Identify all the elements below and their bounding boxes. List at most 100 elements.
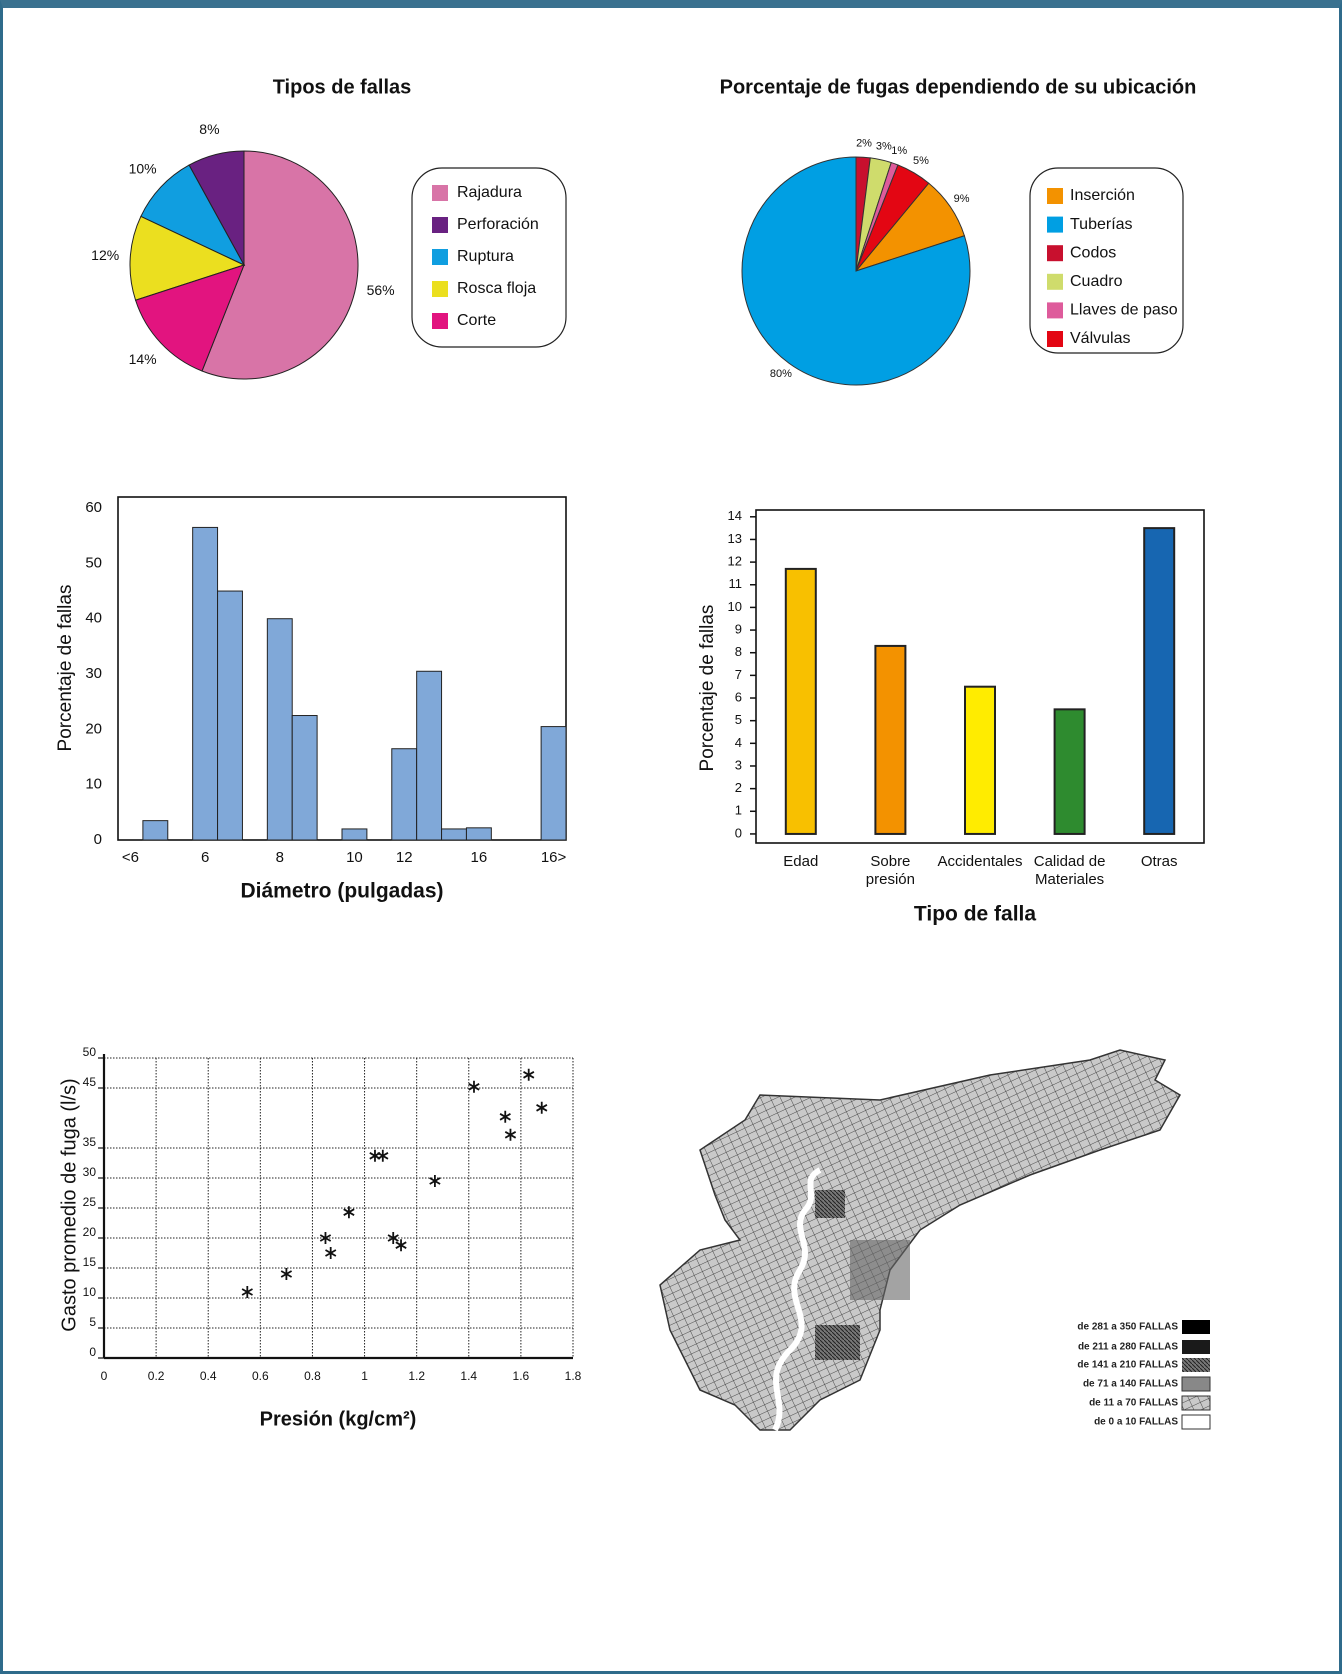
y-tick-label: 30 xyxy=(85,665,102,682)
x-tick-label: Accidentales xyxy=(937,853,1023,870)
map-legend-swatch xyxy=(1181,1414,1211,1430)
legend-swatch xyxy=(432,185,448,201)
y-tick-label: 50 xyxy=(85,554,102,571)
y-tick-label: 6 xyxy=(735,689,742,704)
slice-label: 3% xyxy=(876,140,892,152)
legend-label: Llaves de paso xyxy=(1070,302,1178,319)
x-tick-label: 10 xyxy=(346,849,363,866)
y-tick-label: 14 xyxy=(728,508,742,523)
y-tick-label: 10 xyxy=(83,1285,97,1299)
y-tick-label: 7 xyxy=(735,667,742,682)
y-tick-label: 3 xyxy=(735,757,742,772)
bar xyxy=(391,748,418,841)
map-dense-area xyxy=(815,1190,845,1218)
slice-label: 5% xyxy=(913,155,929,167)
map: de 281 a 350 FALLAS de 211 a 280 FALLAS … xyxy=(659,1049,1211,1432)
bar xyxy=(784,567,817,835)
bar xyxy=(1143,527,1176,835)
slice-label: 10% xyxy=(129,160,157,176)
map-legend: de 281 a 350 FALLAS de 211 a 280 FALLAS … xyxy=(1077,1320,1211,1430)
x-tick-label: <6 xyxy=(122,849,139,866)
y-tick-label: 25 xyxy=(83,1195,97,1209)
y-tick-label: 0 xyxy=(94,831,102,848)
legend-label: Cuadro xyxy=(1070,273,1123,290)
map-legend-label: de 141 a 210 FALLAS xyxy=(1077,1360,1178,1371)
point xyxy=(429,1175,441,1187)
x-tick-label: 1.4 xyxy=(460,1369,477,1383)
point xyxy=(499,1110,511,1123)
legend-label: Rajadura xyxy=(457,184,522,201)
legend-label: Inserción xyxy=(1070,187,1135,204)
y-tick-label: 20 xyxy=(85,720,102,737)
map-legend-swatch xyxy=(1182,1358,1210,1372)
bar xyxy=(341,828,368,841)
y-tick-label: 45 xyxy=(83,1075,97,1089)
y-tick-label: 1 xyxy=(735,803,742,818)
slice-label: 9% xyxy=(954,193,970,205)
map-legend-label: de 211 a 280 FALLAS xyxy=(1078,1342,1178,1353)
y-tick-label: 10 xyxy=(85,776,102,793)
map-legend-label: de 11 a 70 FALLAS xyxy=(1089,1398,1178,1409)
legend-label: Corte xyxy=(457,312,496,329)
legend-box xyxy=(1029,167,1184,354)
x-tick-label: 6 xyxy=(201,849,209,866)
map-legend-swatch xyxy=(1181,1376,1211,1392)
bar xyxy=(1053,708,1086,835)
legend-box xyxy=(411,167,567,348)
map-river xyxy=(772,1167,822,1432)
x-tick-label: 0 xyxy=(101,1369,108,1383)
legend-label: Ruptura xyxy=(457,248,514,265)
point xyxy=(504,1128,517,1141)
slice-label: 14% xyxy=(129,351,157,367)
bar xyxy=(142,820,169,841)
legend-swatch xyxy=(432,281,448,297)
bar xyxy=(874,644,907,835)
pie-slice xyxy=(140,164,246,267)
y-tick-label: 50 xyxy=(83,1045,97,1059)
bar xyxy=(964,685,996,835)
pie-slice xyxy=(201,150,359,380)
x-tick-label: 0.2 xyxy=(148,1369,165,1383)
map-dense-area xyxy=(850,1240,910,1300)
point xyxy=(395,1239,407,1252)
y-tick-label: 35 xyxy=(83,1135,97,1149)
x-tick-label: 1.8 xyxy=(565,1369,582,1383)
pie-slice xyxy=(129,215,246,301)
x-tick-label: 16 xyxy=(471,849,488,866)
map-legend-label: de 281 a 350 FALLAS xyxy=(1077,1322,1178,1333)
x-tick-label: 0.6 xyxy=(252,1369,269,1383)
point xyxy=(369,1149,381,1162)
map-legend-swatch xyxy=(1182,1340,1210,1354)
map-legend-label: de 0 a 10 FALLAS xyxy=(1094,1417,1178,1428)
legend-swatch xyxy=(1047,216,1063,233)
point xyxy=(387,1232,399,1244)
y-tick-label: 4 xyxy=(735,735,742,750)
point xyxy=(468,1080,480,1093)
y-tick-label: 2 xyxy=(735,780,742,795)
map-dense-area xyxy=(815,1325,860,1360)
y-axis-title: Gasto promedio de fuga (l/s) xyxy=(58,1078,80,1331)
slice-label: 56% xyxy=(367,282,395,298)
y-tick-label: 9 xyxy=(735,621,742,636)
map-region xyxy=(659,1049,1182,1431)
y-tick-label: 10 xyxy=(728,599,742,614)
y-axis-title: Porcentaje de fallas xyxy=(55,585,76,752)
y-axis-title: Porcentaje de fallas xyxy=(697,605,718,772)
x-tick-label: 1.2 xyxy=(408,1369,425,1383)
bar xyxy=(540,726,567,841)
map-legend-swatch xyxy=(1182,1320,1210,1334)
y-tick-label: 30 xyxy=(83,1165,97,1179)
x-tick-label: 16> xyxy=(541,849,567,866)
x-axis-title: Tipo de falla xyxy=(914,903,1036,926)
legend-label: Tuberías xyxy=(1070,216,1133,233)
legend-swatch xyxy=(432,217,448,233)
x-tick-label: 0.4 xyxy=(200,1369,217,1383)
legend-label: Codos xyxy=(1070,244,1116,261)
point xyxy=(536,1101,548,1114)
point xyxy=(280,1268,293,1280)
y-tick-label: 8 xyxy=(735,644,742,659)
map-legend-swatch xyxy=(1181,1395,1211,1411)
point xyxy=(343,1206,355,1219)
y-tick-label: 0 xyxy=(735,825,742,840)
